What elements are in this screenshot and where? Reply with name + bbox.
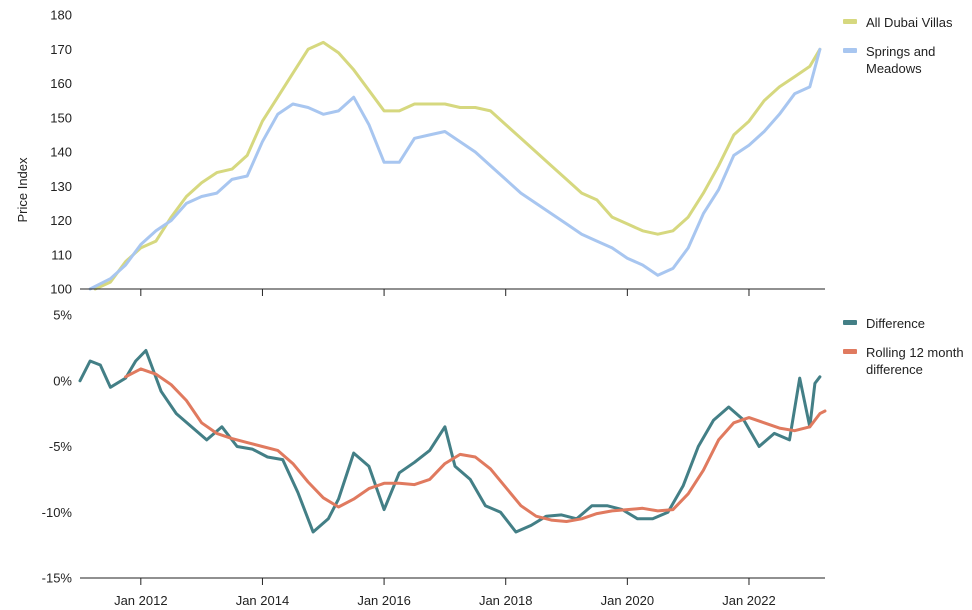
bottom-y-tick-label: -10% xyxy=(42,505,73,520)
top-y-tick-label: 170 xyxy=(50,42,72,57)
x-tick-label: Jan 2016 xyxy=(357,593,411,608)
series-line-difference xyxy=(78,349,822,534)
top-y-tick-label: 100 xyxy=(50,282,72,297)
series-line-springs-and-meadows xyxy=(88,47,822,291)
top-series-lines xyxy=(88,40,822,291)
legend-label-all-dubai-villas: All Dubai Villas xyxy=(866,15,953,30)
legend-swatch-difference xyxy=(843,320,857,325)
bottom-y-tick-label: -5% xyxy=(49,439,73,454)
bottom-y-tick-label: 5% xyxy=(53,308,72,323)
x-tick-label: Jan 2012 xyxy=(114,593,168,608)
series-line-rolling-12-month-difference xyxy=(124,367,827,523)
y-axis-title: Price Index xyxy=(15,157,30,223)
top-legend: All Dubai Villas Springs and Meadows xyxy=(843,15,953,76)
x-tick-label: Jan 2014 xyxy=(236,593,290,608)
legend-label-springs-and-meadows: Springs and Meadows xyxy=(866,44,935,76)
top-x-tick-marks xyxy=(140,289,750,296)
legend-swatch-all-dubai-villas xyxy=(843,19,857,24)
top-y-tick-label: 130 xyxy=(50,179,72,194)
legend-label-difference: Difference xyxy=(866,316,925,331)
bottom-y-tick-label: 0% xyxy=(53,373,72,388)
legend-label-rolling-12-month-difference: Rolling 12 month difference xyxy=(866,345,964,377)
legend-swatch-springs-and-meadows xyxy=(843,48,857,53)
legend-swatch-rolling-12-month-difference xyxy=(843,349,857,354)
top-y-tick-labels: 100 110 120 130 140 150 160 170 180 xyxy=(50,8,72,297)
top-y-tick-label: 180 xyxy=(50,8,72,23)
top-y-tick-label: 120 xyxy=(50,213,72,228)
top-y-tick-label: 150 xyxy=(50,110,72,125)
bottom-x-tick-marks: Jan 2012 Jan 2014 Jan 2016 Jan 2018 Jan 2020… xyxy=(114,578,776,608)
top-y-tick-label: 110 xyxy=(51,247,72,262)
bottom-legend: Difference Rolling 12 month difference xyxy=(843,316,964,377)
bottom-y-tick-label: -15% xyxy=(42,571,73,586)
x-tick-label: Jan 2022 xyxy=(722,593,776,608)
top-y-tick-label: 140 xyxy=(50,145,72,160)
x-tick-label: Jan 2018 xyxy=(479,593,533,608)
bottom-series-lines xyxy=(78,349,827,534)
x-tick-label: Jan 2020 xyxy=(601,593,655,608)
series-line-all-dubai-villas xyxy=(93,40,822,291)
bottom-y-tick-labels: 5% 0% -5% -10% -15% xyxy=(42,308,73,586)
top-y-tick-label: 160 xyxy=(50,76,72,91)
